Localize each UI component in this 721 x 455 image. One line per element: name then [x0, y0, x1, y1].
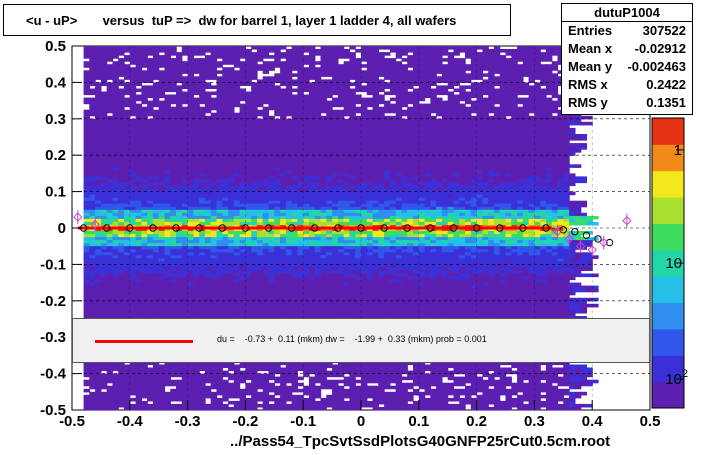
- fit-legend: du = -0.73 + 0.11 (mkm) dw = -1.99 + 0.3…: [72, 318, 650, 363]
- colorbar-segment: [652, 302, 684, 330]
- y-tick-label: -0.2: [40, 293, 66, 310]
- colorbar-segment: [652, 223, 684, 251]
- profile-black-point: [287, 224, 296, 232]
- profile-black-point: [496, 224, 504, 232]
- profile-magenta-point: [73, 212, 83, 222]
- profile-markers: [73, 210, 632, 257]
- y-tick-label: 0.5: [45, 38, 66, 55]
- profile-black-point: [357, 224, 365, 232]
- y-tick-label: 0.4: [45, 74, 67, 91]
- stats-value: 0.1351: [646, 95, 686, 110]
- profile-black-point: [102, 224, 111, 232]
- profile-magenta-point: [599, 237, 609, 248]
- colorbar-segment: [652, 118, 684, 145]
- y-tick-label: 0.3: [45, 111, 66, 128]
- profile-black-point: [472, 224, 481, 232]
- colorbar-exponent: 2: [682, 368, 688, 380]
- colorbar-segment: [652, 170, 684, 198]
- profile-magenta-point: [564, 234, 574, 244]
- profile-black-point: [542, 224, 550, 232]
- y-tick-label: -0.3: [40, 329, 66, 346]
- profile-black-point: [605, 238, 614, 247]
- stats-row-entries: Entries 307522: [562, 22, 692, 40]
- colorbar-segment: [652, 276, 684, 304]
- stats-name: dutuP1004: [562, 4, 692, 22]
- colorbar-segment: [652, 328, 684, 356]
- plot-title: <u - uP> versus tuP => dw for barrel 1, …: [3, 4, 511, 36]
- profile-black-point: [594, 235, 602, 243]
- profile-black-point: [241, 224, 250, 232]
- x-tick-label: 0.4: [582, 413, 604, 430]
- x-tick-label: -0.1: [290, 413, 316, 430]
- y-tick-label: 0.2: [45, 147, 66, 164]
- y-axis: -0.5 -0.4 -0.3 -0.2 -0.1 0 0.1 0.2 0.3 0.4 0.5: [40, 38, 82, 419]
- stats-value: 0.2422: [646, 77, 686, 92]
- x-tick-label: 0: [357, 413, 365, 430]
- x-tick-label: -0.5: [59, 413, 85, 430]
- y-tick-label: 0.1: [45, 184, 66, 201]
- x-tick-label: 0.1: [408, 413, 429, 430]
- colorbar-label: 10: [665, 255, 682, 272]
- profile-black-point: [571, 227, 579, 236]
- stats-row-rms-x: RMS x 0.2422: [562, 76, 692, 94]
- colorbar-segment: [652, 355, 684, 383]
- colorbar-label: 102: [665, 368, 688, 388]
- x-tick-label: 0.3: [524, 413, 545, 430]
- stats-value: -0.002463: [627, 59, 686, 74]
- profile-magenta-point: [587, 245, 597, 255]
- fit-legend-line: [95, 340, 193, 343]
- profile-magenta-point: [552, 226, 563, 237]
- stats-label: Mean x: [568, 41, 613, 56]
- colorbar-segment: [652, 381, 684, 409]
- stats-row-rms-y: RMS y 0.1351: [562, 94, 692, 112]
- y-tick-label: -0.4: [40, 366, 67, 383]
- x-axis: -0.5 -0.4 -0.3 -0.2 -0.1 0 0.1 0.2 0.3 0.4 0.5: [59, 400, 660, 430]
- x-tick-label: 0.2: [466, 413, 487, 430]
- profile-black-point: [311, 224, 319, 232]
- profile-magenta-point: [90, 219, 100, 230]
- profile-black-point: [426, 224, 435, 232]
- x-tick-label: -0.4: [117, 413, 144, 430]
- stats-label: RMS x: [568, 77, 608, 92]
- profile-magenta-point: [622, 216, 632, 226]
- profile-black-point: [380, 224, 388, 232]
- fit-legend-text: du = -0.73 + 0.11 (mkm) dw = -1.99 + 0.3…: [217, 334, 487, 344]
- stats-label: RMS y: [568, 95, 608, 110]
- stats-row-mean-y: Mean y -0.002463: [562, 58, 692, 76]
- x-tick-label: 0.5: [640, 413, 661, 430]
- profile-black-point: [149, 224, 157, 232]
- profile-black-point: [172, 224, 180, 232]
- colorbar-segment: [652, 197, 684, 224]
- stats-row-mean-x: Mean x -0.02912: [562, 40, 692, 58]
- profile-magenta-point: [575, 241, 586, 251]
- profile-black-point: [403, 224, 411, 232]
- y-tick-label: -0.5: [40, 402, 66, 419]
- y-tick-label: 0: [58, 220, 66, 237]
- stats-label: Entries: [568, 23, 613, 38]
- file-name-label: ../Pass54_TpcSvtSsdPlotsG40GNFP25rCut0.5…: [230, 433, 611, 450]
- profile-black-point: [334, 224, 342, 232]
- stats-box: dutuP1004 Entries 307522 Mean x -0.02912 M…: [561, 3, 693, 115]
- stats-value: 307522: [642, 23, 686, 38]
- stats-label: Mean y: [568, 59, 613, 74]
- x-tick-label: -0.2: [232, 413, 258, 430]
- profile-black-point: [126, 224, 134, 232]
- profile-black-point: [519, 224, 527, 232]
- profile-black-point: [582, 231, 591, 239]
- profile-black-point: [449, 224, 458, 232]
- x-tick-label: -0.3: [175, 413, 201, 430]
- profile-black-point: [264, 224, 273, 232]
- colorbar-segment: [652, 144, 684, 172]
- stats-value: -0.02912: [634, 41, 686, 56]
- color-scale: 1 10 102: [651, 117, 688, 409]
- y-tick-label: -0.1: [40, 256, 66, 273]
- profile-black-point: [218, 224, 226, 232]
- profile-black-point: [195, 224, 203, 232]
- colorbar-label: 1: [674, 142, 682, 159]
